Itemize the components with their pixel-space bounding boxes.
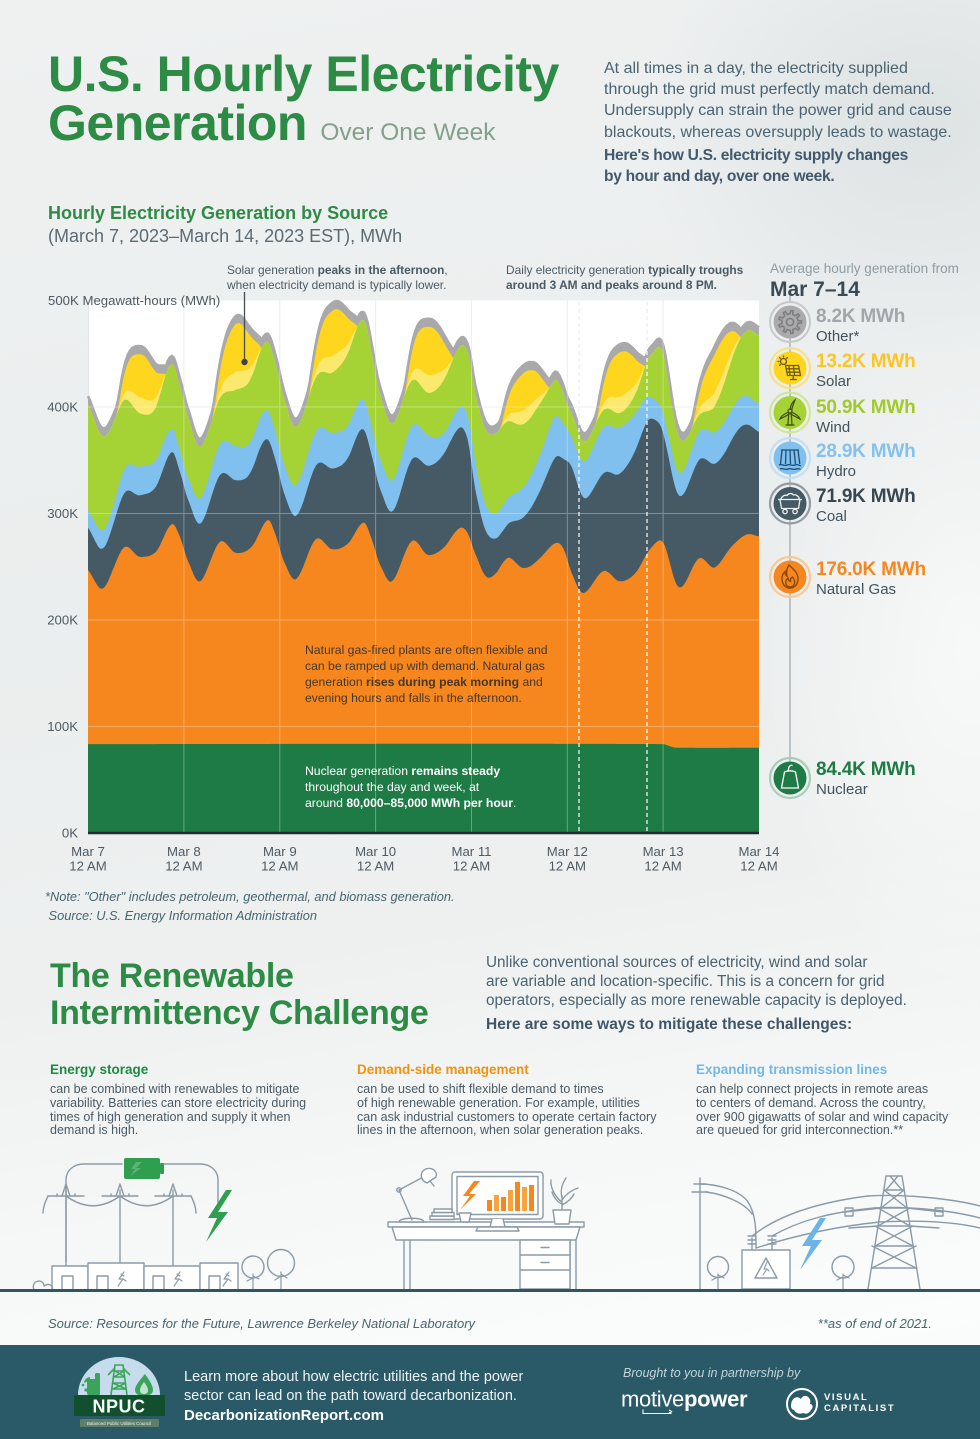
svg-text:12 AM: 12 AM bbox=[261, 859, 298, 874]
svg-text:Mar 12: Mar 12 bbox=[547, 844, 588, 859]
svg-text:Mar 13: Mar 13 bbox=[643, 844, 684, 859]
svg-text:Mar 7: Mar 7 bbox=[71, 844, 105, 859]
svg-text:12 AM: 12 AM bbox=[549, 859, 586, 874]
svg-text:Mar 8: Mar 8 bbox=[167, 844, 201, 859]
svg-text:12 AM: 12 AM bbox=[740, 859, 777, 874]
svg-text:motivepower: motivepower bbox=[621, 1387, 748, 1412]
svg-text:300K: 300K bbox=[47, 506, 78, 521]
svg-text:VISUAL: VISUAL bbox=[824, 1392, 868, 1403]
svg-text:12 AM: 12 AM bbox=[357, 859, 394, 874]
svg-text:Mar 14: Mar 14 bbox=[738, 844, 779, 859]
svg-text:Mar 11: Mar 11 bbox=[451, 844, 491, 859]
svg-text:500K Megawatt-hours (MWh): 500K Megawatt-hours (MWh) bbox=[48, 293, 220, 308]
svg-text:Mar 9: Mar 9 bbox=[263, 844, 297, 859]
svg-text:CAPITALIST: CAPITALIST bbox=[824, 1403, 895, 1414]
svg-text:Balanced Public Utilities Coun: Balanced Public Utilities Council bbox=[87, 1421, 151, 1426]
svg-text:12 AM: 12 AM bbox=[644, 859, 681, 874]
svg-text:0K: 0K bbox=[62, 826, 78, 841]
svg-text:12 AM: 12 AM bbox=[453, 859, 490, 874]
svg-text:12 AM: 12 AM bbox=[165, 859, 202, 874]
svg-text:400K: 400K bbox=[47, 400, 78, 415]
svg-text:Mar 10: Mar 10 bbox=[355, 844, 396, 859]
svg-text:12 AM: 12 AM bbox=[69, 859, 106, 874]
svg-text:NPUC: NPUC bbox=[92, 1397, 145, 1417]
svg-text:200K: 200K bbox=[47, 613, 78, 628]
svg-text:100K: 100K bbox=[47, 719, 78, 734]
